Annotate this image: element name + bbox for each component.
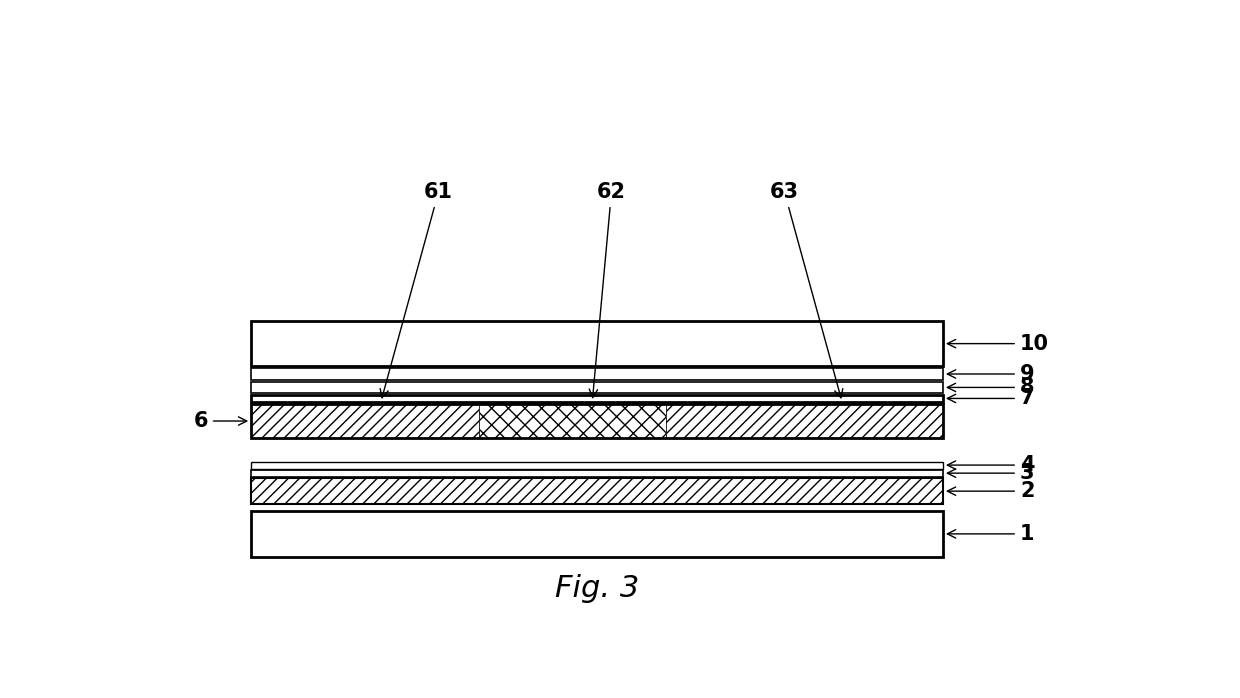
- Text: 9: 9: [947, 364, 1034, 384]
- Bar: [250, 511, 942, 557]
- Text: 1: 1: [947, 524, 1034, 544]
- Text: 4: 4: [947, 455, 1034, 475]
- Text: 3: 3: [947, 463, 1034, 483]
- Text: 63: 63: [770, 182, 843, 398]
- Bar: [250, 321, 942, 366]
- Bar: [250, 395, 942, 402]
- Bar: [250, 478, 942, 504]
- Text: 7: 7: [947, 389, 1034, 408]
- Bar: [250, 368, 942, 380]
- Text: 10: 10: [947, 334, 1049, 354]
- Bar: [480, 403, 666, 438]
- Bar: [250, 403, 480, 438]
- Text: 8: 8: [947, 378, 1034, 397]
- Text: 61: 61: [381, 182, 453, 398]
- Bar: [250, 403, 942, 438]
- Bar: [250, 461, 942, 468]
- Text: 62: 62: [589, 182, 626, 398]
- Text: 6: 6: [193, 411, 247, 431]
- Text: 2: 2: [947, 481, 1034, 501]
- Bar: [250, 470, 942, 477]
- Bar: [666, 403, 942, 438]
- Text: Fig. 3: Fig. 3: [556, 574, 639, 604]
- Bar: [250, 382, 942, 394]
